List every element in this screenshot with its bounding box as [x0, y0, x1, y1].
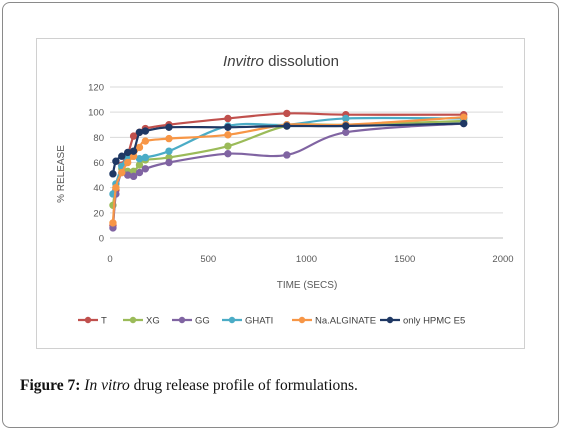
legend-item-na-alginate: Na.ALGINATE — [292, 316, 376, 327]
series-only-hpmc-e5 — [109, 119, 468, 178]
data-point — [224, 123, 232, 131]
y-tick-label: 40 — [93, 183, 104, 194]
data-point — [460, 113, 468, 121]
y-tick-label: 60 — [93, 158, 104, 169]
data-point — [342, 122, 350, 130]
data-point — [224, 114, 232, 123]
data-point — [224, 142, 232, 150]
chart-title: Invitro dissolution — [223, 53, 339, 70]
data-point — [109, 170, 117, 178]
series-line — [111, 122, 464, 175]
legend-item-ghati: GHATI — [222, 316, 273, 327]
data-point — [283, 122, 291, 130]
x-tick-label: 2000 — [492, 254, 513, 265]
y-tick-label: 20 — [93, 208, 104, 219]
series-line — [111, 116, 464, 223]
data-point — [135, 143, 144, 152]
data-point — [129, 172, 138, 181]
legend-label: GG — [195, 316, 210, 327]
data-point — [141, 153, 150, 162]
data-point — [129, 147, 138, 155]
data-point — [283, 109, 291, 118]
data-point — [165, 158, 173, 167]
legend-swatch-marker — [178, 316, 186, 324]
data-point — [135, 161, 144, 169]
data-point — [460, 119, 468, 128]
data-point — [112, 157, 120, 165]
data-point — [129, 132, 138, 140]
y-tick-label: 120 — [88, 83, 104, 94]
legend-label: T — [101, 316, 107, 327]
x-axis-label: TIME (SECS) — [277, 280, 338, 291]
data-point — [118, 152, 126, 160]
y-tick-label: 0 — [99, 234, 104, 245]
y-axis-label: % RELEASE — [56, 145, 67, 203]
y-tick-label: 80 — [93, 133, 104, 144]
legend-swatch-marker — [298, 316, 306, 324]
legend-item-only-hpmc-e5: only HPMC E5 — [380, 316, 465, 327]
legend-item-xg: XG — [123, 316, 160, 327]
x-tick-label: 0 — [107, 254, 112, 265]
legend-swatch-marker — [386, 316, 394, 324]
legend-swatch-marker — [84, 316, 92, 324]
series-na-alginate — [109, 113, 468, 227]
legend-label: XG — [146, 316, 160, 327]
data-point — [342, 114, 350, 123]
caption-italic: In vitro — [84, 377, 130, 394]
y-tick-label: 100 — [88, 108, 104, 119]
x-tick-label: 500 — [200, 254, 216, 265]
data-point — [165, 147, 173, 155]
data-point — [283, 151, 291, 159]
legend-label: Na.ALGINATE — [315, 316, 376, 327]
data-point — [118, 168, 126, 177]
legend-swatch-marker — [129, 316, 137, 324]
data-point — [224, 149, 232, 158]
data-point — [165, 134, 173, 143]
data-point — [135, 168, 144, 177]
series-line — [111, 112, 464, 226]
data-point — [141, 165, 150, 173]
data-point — [342, 128, 350, 137]
data-point — [109, 219, 117, 227]
data-point — [123, 148, 132, 157]
data-point — [135, 128, 144, 137]
x-tick-label: 1500 — [394, 254, 415, 265]
data-point — [224, 131, 232, 139]
legend-item-gg: GG — [172, 316, 210, 327]
data-point — [165, 123, 173, 131]
caption-text: drug release profile of formulations. — [129, 377, 358, 394]
legend-item-t: T — [78, 316, 107, 327]
legend-label: only HPMC E5 — [403, 316, 465, 327]
data-point — [123, 158, 132, 167]
data-point — [141, 127, 150, 135]
data-point — [112, 183, 120, 192]
x-tick-label: 1000 — [296, 254, 317, 265]
caption-label: Figure 7: — [20, 377, 81, 394]
legend-swatch-marker — [228, 316, 236, 324]
data-point — [141, 137, 150, 145]
legend-label: GHATI — [245, 316, 273, 327]
figure-caption: Figure 7: In vitro drug release profile … — [20, 377, 550, 395]
